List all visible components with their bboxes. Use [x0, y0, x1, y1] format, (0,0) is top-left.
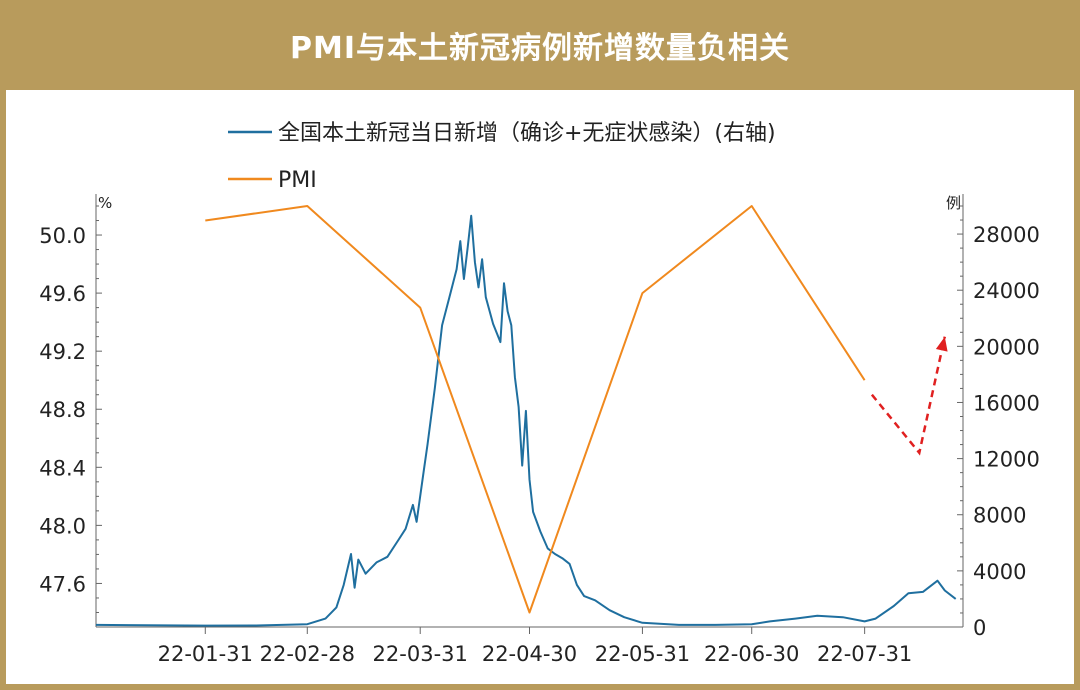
right-axis-unit: 例	[946, 194, 961, 212]
left-tick-label: 48.4	[39, 456, 86, 480]
x-tick-label: 22-01-31	[158, 642, 253, 666]
pmi-series-line	[205, 205, 866, 614]
legend-label-cases: 全国本土新冠当日新增（确诊+无症状感染）(右轴)	[278, 121, 776, 146]
x-tick-label: 22-05-31	[595, 642, 690, 666]
axes: 50.0 49.6 49.2 48.8 48.4 48.0 47.6 28000 24000 20…	[39, 194, 1040, 666]
x-tick-label: 22-06-30	[704, 642, 799, 666]
right-tick-label: 20000	[973, 335, 1040, 359]
legend-label-pmi: PMI	[278, 168, 317, 193]
legend: 全国本土新冠当日新增（确诊+无症状感染）(右轴) PMI	[228, 121, 776, 193]
left-tick-label: 48.0	[39, 514, 86, 538]
right-tick-label: 4000	[973, 560, 1026, 584]
cases-series-line	[95, 214, 957, 627]
forecast-arrowhead	[935, 336, 948, 352]
forecast-arrow-line	[870, 336, 947, 456]
left-axis-unit: %	[98, 194, 112, 212]
right-tick-label: 24000	[973, 279, 1040, 303]
x-tick-label: 22-03-31	[373, 642, 468, 666]
x-tick-label: 22-02-28	[260, 642, 355, 666]
right-tick-label: 0	[973, 616, 986, 640]
x-tick-label: 22-04-30	[482, 642, 577, 666]
left-tick-label: 50.0	[39, 224, 86, 248]
left-tick-label: 49.6	[39, 282, 86, 306]
right-tick-label: 12000	[973, 448, 1040, 472]
left-tick-label: 49.2	[39, 340, 86, 364]
plot-area	[95, 205, 957, 627]
chart-svg: 全国本土新冠当日新增（确诊+无症状感染）(右轴) PMI % 例 50.0 49.…	[39, 121, 1040, 666]
left-tick-label: 47.6	[39, 572, 86, 596]
right-tick-label: 16000	[973, 391, 1040, 415]
chart-title: PMI与本土新冠病例新增数量负相关	[289, 31, 790, 66]
left-tick-label: 48.8	[39, 398, 86, 422]
chart-panel: 全国本土新冠当日新增（确诊+无症状感染）(右轴) PMI % 例 50.0 49.…	[6, 90, 1074, 684]
right-tick-label: 28000	[973, 223, 1040, 247]
x-tick-label: 22-07-31	[817, 642, 912, 666]
right-tick-label: 8000	[973, 504, 1026, 528]
